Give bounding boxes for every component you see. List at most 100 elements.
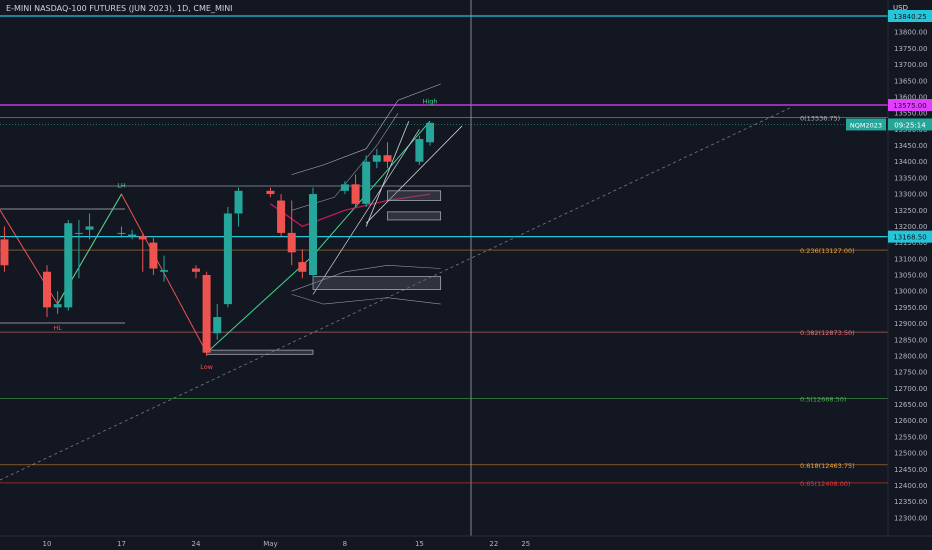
price-tick-8: 12650.00 <box>894 401 927 409</box>
candle-body-20 <box>277 200 286 233</box>
price-tick-28: 13650.00 <box>894 77 927 85</box>
annotation-high: High <box>423 97 438 105</box>
candle-body-29 <box>415 139 424 162</box>
symbol-badge <box>846 118 886 131</box>
candle-body-30 <box>426 122 435 143</box>
annotation-lh: LH <box>117 182 126 190</box>
candle-body-7 <box>74 232 83 234</box>
candle-body-27 <box>372 155 381 162</box>
candle-body-28 <box>383 155 392 162</box>
candle-body-15 <box>202 275 211 353</box>
price-tick-10: 12750.00 <box>894 369 927 377</box>
demand-box-1 <box>312 276 442 290</box>
candle-body-6 <box>64 223 73 308</box>
price-tick-2: 12350.00 <box>894 498 927 506</box>
price-tick-20: 13250.00 <box>894 207 927 215</box>
countdown-label: 09:25:14 <box>894 121 926 129</box>
candle-body-21 <box>287 232 296 253</box>
level-axis-label-1: 13575.00 <box>893 102 926 110</box>
level-axis-label-2: 13168.50 <box>893 234 926 242</box>
price-tick-12: 12850.00 <box>894 336 927 344</box>
time-tick-6: 22 <box>489 540 498 548</box>
level-axis-badge-1 <box>888 99 932 112</box>
price-tick-31: 13800.00 <box>894 29 927 37</box>
candle-body-3 <box>0 239 9 266</box>
candle-body-4 <box>43 271 51 308</box>
price-tick-24: 13450.00 <box>894 142 927 150</box>
demand-box-low <box>206 349 314 355</box>
price-tick-18: 13150.00 <box>894 239 927 247</box>
demand-box-3 <box>387 190 442 201</box>
time-tick-1: 17 <box>117 540 126 548</box>
candle-body-18 <box>234 190 243 214</box>
price-tick-4: 12450.00 <box>894 466 927 474</box>
fib-label-2: 0.382(12873.50) <box>800 329 855 337</box>
fib-label-1: 0.236(13127.00) <box>800 247 855 255</box>
price-tick-13: 12900.00 <box>894 320 927 328</box>
candle-body-8 <box>85 226 94 230</box>
price-tick-16: 13050.00 <box>894 272 927 280</box>
candle-body-11 <box>138 236 147 240</box>
demand-box-2 <box>387 211 442 221</box>
fib-label-0: 0(13536.75) <box>800 114 840 122</box>
time-axis-bg <box>0 536 932 550</box>
price-tick-30: 13750.00 <box>894 45 927 53</box>
wedge-upper <box>365 121 410 227</box>
price-tick-23: 13400.00 <box>894 158 927 166</box>
candle-body-17 <box>223 213 232 305</box>
candle-body-23 <box>309 194 317 275</box>
price-tick-11: 12800.00 <box>894 352 927 360</box>
candle-body-9 <box>117 232 126 234</box>
candle-body-16 <box>213 317 222 334</box>
price-tick-3: 12400.00 <box>894 482 927 490</box>
price-tick-5: 12500.00 <box>894 450 927 458</box>
price-tick-22: 13350.00 <box>894 174 927 182</box>
candle-body-13 <box>160 270 169 272</box>
time-tick-5: 15 <box>415 540 424 548</box>
price-tick-27: 13600.00 <box>894 93 927 101</box>
fib-label-5: 0.65(12408.00) <box>800 480 851 488</box>
price-axis-bg <box>888 0 932 536</box>
price-tick-6: 12550.00 <box>894 433 927 441</box>
candle-body-10 <box>128 234 137 237</box>
price-tick-1: 12300.00 <box>894 514 927 522</box>
time-tick-3: May <box>263 540 277 548</box>
level-axis-label-0: 13840.25 <box>893 13 926 21</box>
chart-title: E-MINI NASDAQ-100 FUTURES (JUN 2023), 1D… <box>6 4 233 13</box>
price-tick-21: 13300.00 <box>894 191 927 199</box>
fib-label-4: 0.618(12463.75) <box>800 462 855 470</box>
currency-label: USD <box>893 4 908 12</box>
time-tick-0: 10 <box>43 540 52 548</box>
bottom-band <box>291 294 441 305</box>
price-tick-19: 13200.00 <box>894 223 927 231</box>
time-tick-4: 8 <box>343 540 347 548</box>
price-tick-29: 13700.00 <box>894 61 927 69</box>
candle-body-24 <box>340 184 349 191</box>
price-tick-14: 12950.00 <box>894 304 927 312</box>
channel-line <box>312 129 420 295</box>
annotation-hl: HL <box>53 324 62 332</box>
price-tick-9: 12700.00 <box>894 385 927 393</box>
candle-body-5 <box>53 304 62 308</box>
fib-label-3: 0.5(12668.50) <box>800 396 846 404</box>
price-tick-26: 13550.00 <box>894 110 927 118</box>
level-axis-badge-2 <box>888 230 932 243</box>
annotation-low: Low <box>200 363 213 371</box>
lower-band <box>291 264 441 292</box>
dashed-trend-line <box>0 107 791 481</box>
candle-body-19 <box>266 190 275 195</box>
price-tick-17: 13100.00 <box>894 255 927 263</box>
level-axis-badge-0 <box>888 10 932 22</box>
countdown-badge <box>888 118 932 131</box>
price-tick-7: 12600.00 <box>894 417 927 425</box>
time-tick-7: 25 <box>521 540 530 548</box>
wedge-lower <box>365 125 463 224</box>
candle-body-14 <box>191 268 200 272</box>
candle-body-12 <box>149 242 158 269</box>
candle-body-25 <box>351 184 360 204</box>
candle-body-26 <box>362 161 371 204</box>
upper-band <box>291 83 441 175</box>
time-tick-2: 24 <box>191 540 200 548</box>
